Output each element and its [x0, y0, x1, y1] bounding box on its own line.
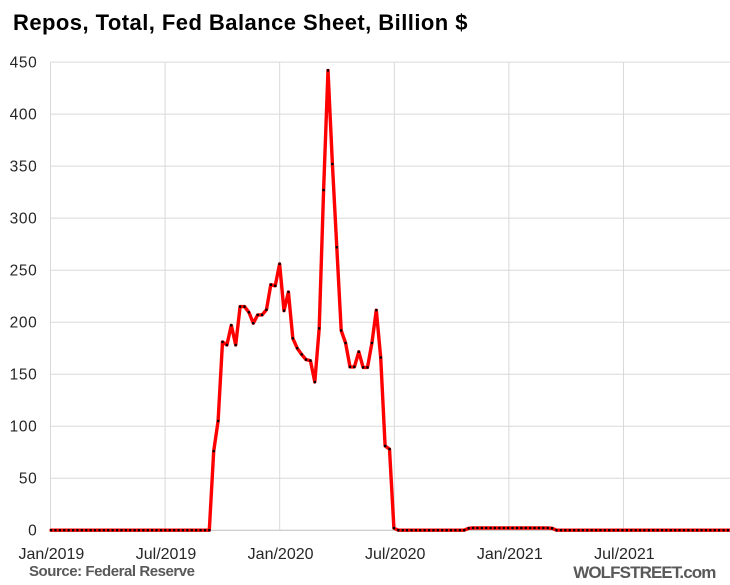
svg-text:Jul/2020: Jul/2020 [365, 546, 426, 563]
svg-text:350: 350 [10, 159, 38, 176]
svg-text:Jul/2021: Jul/2021 [594, 546, 655, 563]
svg-text:50: 50 [19, 471, 37, 488]
svg-text:Jan/2019: Jan/2019 [18, 546, 84, 563]
svg-text:100: 100 [10, 419, 38, 436]
svg-text:400: 400 [10, 107, 38, 124]
svg-text:0: 0 [28, 523, 37, 540]
svg-text:WOLFSTREET.com: WOLFSTREET.com [573, 563, 716, 582]
svg-text:250: 250 [10, 263, 38, 280]
svg-text:200: 200 [10, 315, 38, 332]
svg-text:Jul/2019: Jul/2019 [136, 546, 197, 563]
svg-text:Jan/2020: Jan/2020 [248, 546, 314, 563]
svg-text:300: 300 [10, 211, 38, 228]
svg-text:Jan/2021: Jan/2021 [477, 546, 543, 563]
svg-text:Repos, Total, Fed Balance Shee: Repos, Total, Fed Balance Sheet, Billion… [13, 10, 468, 35]
svg-text:150: 150 [10, 367, 38, 384]
svg-text:Source: Federal Reserve: Source: Federal Reserve [29, 563, 195, 580]
svg-text:450: 450 [10, 55, 38, 72]
